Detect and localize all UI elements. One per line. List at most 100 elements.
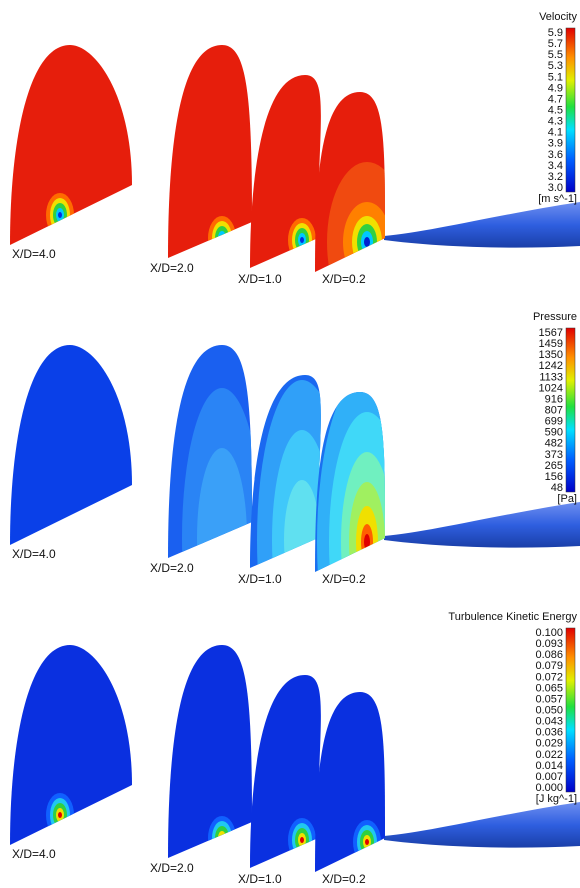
legend-tick: 3.6 bbox=[548, 149, 563, 161]
legend-tick: 156 bbox=[545, 471, 563, 483]
legend-title: Turbulence Kinetic Energy bbox=[448, 611, 577, 623]
legend-tick: 0.079 bbox=[535, 660, 563, 672]
contours bbox=[327, 162, 385, 272]
plane-label: X/D=1.0 bbox=[238, 872, 282, 886]
nacelle bbox=[384, 802, 580, 848]
colorbar bbox=[565, 627, 576, 793]
legend-tick: 4.1 bbox=[548, 127, 563, 139]
nacelle bbox=[384, 502, 580, 548]
plane bbox=[10, 645, 132, 845]
contour bbox=[300, 237, 304, 243]
contours bbox=[208, 816, 236, 858]
panel: X/D=4.0 X/D=2.0 X/D=1.0 X/D=0.2 Turbulence K… bbox=[10, 611, 580, 886]
legend-tick: 4.3 bbox=[548, 116, 563, 128]
contour bbox=[364, 534, 370, 550]
colorbar bbox=[565, 327, 576, 493]
contours bbox=[353, 820, 381, 864]
contours bbox=[257, 380, 321, 568]
legend-tick: 1350 bbox=[539, 349, 563, 361]
plane-label: X/D=2.0 bbox=[150, 261, 194, 275]
legend-tick: 373 bbox=[545, 449, 563, 461]
legend-tick: 482 bbox=[545, 438, 563, 450]
contour bbox=[58, 812, 62, 818]
contour bbox=[284, 480, 320, 568]
panels: X/D=4.0X/D=2.0X/D=1.0 X/D=0.2Velocity5.95… bbox=[10, 11, 580, 886]
legend-tick: 0.007 bbox=[535, 771, 563, 783]
plane bbox=[168, 645, 252, 858]
legend-tick: 48 bbox=[551, 482, 563, 494]
plane bbox=[168, 45, 252, 258]
legend-tick: 0.100 bbox=[535, 627, 563, 639]
legend-tick: 0.065 bbox=[535, 682, 563, 694]
legend-title: Pressure bbox=[533, 311, 577, 323]
legend-tick: 3.0 bbox=[548, 182, 563, 194]
plane-label: X/D=4.0 bbox=[12, 247, 56, 261]
legend-tick: 1024 bbox=[539, 382, 563, 394]
contour bbox=[218, 831, 226, 845]
legend-tick: 0.050 bbox=[535, 705, 563, 717]
legend-title: Velocity bbox=[539, 11, 577, 23]
legend-tick: 4.5 bbox=[548, 105, 563, 117]
contour bbox=[197, 448, 247, 558]
contour bbox=[364, 237, 370, 247]
legend-tick: 916 bbox=[545, 393, 563, 405]
contours bbox=[317, 392, 385, 572]
legend-tick: 0.000 bbox=[535, 782, 563, 794]
legend-unit: [Pa] bbox=[557, 493, 577, 505]
legend-unit: [m s^-1] bbox=[538, 193, 577, 205]
contour bbox=[365, 839, 369, 845]
legend-tick: 1133 bbox=[539, 371, 563, 383]
plane bbox=[10, 345, 132, 545]
panel: X/D=4.0 X/D=2.0 X/D=1.0 X/D=0.2 Pressure 1567… bbox=[10, 311, 580, 586]
plane bbox=[315, 692, 385, 872]
legend-tick: 699 bbox=[545, 416, 563, 428]
legend-tick: 1567 bbox=[539, 327, 563, 339]
legend-tick: 0.086 bbox=[535, 649, 563, 661]
contours bbox=[288, 218, 316, 262]
plane-label: X/D=4.0 bbox=[12, 547, 56, 561]
legend-tick: 0.022 bbox=[535, 749, 563, 761]
legend-tick: 0.072 bbox=[535, 671, 563, 683]
plane-label: X/D=2.0 bbox=[150, 561, 194, 575]
legend-tick: 4.7 bbox=[548, 93, 563, 105]
contours bbox=[208, 216, 236, 258]
legend-tick: 0.029 bbox=[535, 738, 563, 750]
plane-label: X/D=2.0 bbox=[150, 861, 194, 875]
legend-tick: 3.4 bbox=[548, 160, 563, 172]
legend-tick: 1242 bbox=[539, 360, 563, 372]
legend-tick: 0.093 bbox=[535, 638, 563, 650]
legend-tick: 5.3 bbox=[548, 60, 563, 72]
plane-label: X/D=0.2 bbox=[322, 872, 366, 886]
plane-label: X/D=1.0 bbox=[238, 272, 282, 286]
legend-tick: 807 bbox=[545, 405, 563, 417]
colorbar bbox=[565, 27, 576, 193]
plane-label: X/D=0.2 bbox=[322, 572, 366, 586]
nacelle bbox=[384, 202, 580, 248]
legend-tick: 4.9 bbox=[548, 82, 563, 94]
contour bbox=[220, 235, 224, 241]
contour bbox=[182, 388, 252, 558]
contour bbox=[215, 826, 229, 850]
legend-tick: 5.7 bbox=[548, 38, 563, 50]
plane-label: X/D=1.0 bbox=[238, 572, 282, 586]
legend-tick: 0.043 bbox=[535, 716, 563, 728]
contour bbox=[58, 212, 62, 218]
plane-label: X/D=4.0 bbox=[12, 847, 56, 861]
legend-tick: 5.1 bbox=[548, 71, 563, 83]
plane bbox=[10, 45, 132, 245]
legend-tick: 265 bbox=[545, 460, 563, 472]
panel: X/D=4.0X/D=2.0X/D=1.0 X/D=0.2Velocity5.95… bbox=[10, 11, 580, 286]
legend-tick: 1459 bbox=[539, 338, 563, 350]
contours bbox=[182, 388, 252, 558]
contour bbox=[215, 226, 229, 250]
legend-tick: 5.9 bbox=[548, 27, 563, 39]
contour bbox=[220, 835, 224, 841]
contour bbox=[218, 231, 226, 245]
legend-tick: 0.036 bbox=[535, 727, 563, 739]
contours bbox=[46, 193, 74, 237]
legend-tick: 5.5 bbox=[548, 49, 563, 61]
contour bbox=[300, 837, 304, 843]
contours bbox=[288, 818, 316, 862]
legend-unit: [J kg^-1] bbox=[536, 793, 577, 805]
